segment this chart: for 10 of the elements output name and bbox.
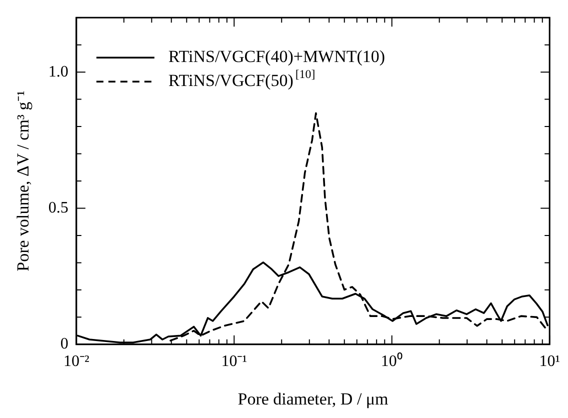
x-axis-title: Pore diameter, D / μm bbox=[238, 389, 388, 408]
x-tick-label: 10⁰ bbox=[380, 352, 403, 370]
y-tick-label: 0 bbox=[60, 336, 68, 353]
x-tick-label: 10⁻¹ bbox=[221, 353, 248, 370]
x-tick-label: 10¹ bbox=[539, 353, 560, 370]
y-tick-label: 1.0 bbox=[48, 63, 68, 80]
y-axis-title: Pore volume, ΔV / cm³ g⁻¹ bbox=[14, 90, 33, 272]
x-tick-label: 10⁻² bbox=[64, 353, 90, 370]
y-tick-label: 0.5 bbox=[48, 199, 68, 216]
legend-label: RTiNS/VGCF(40)+MWNT(10) bbox=[168, 47, 386, 66]
